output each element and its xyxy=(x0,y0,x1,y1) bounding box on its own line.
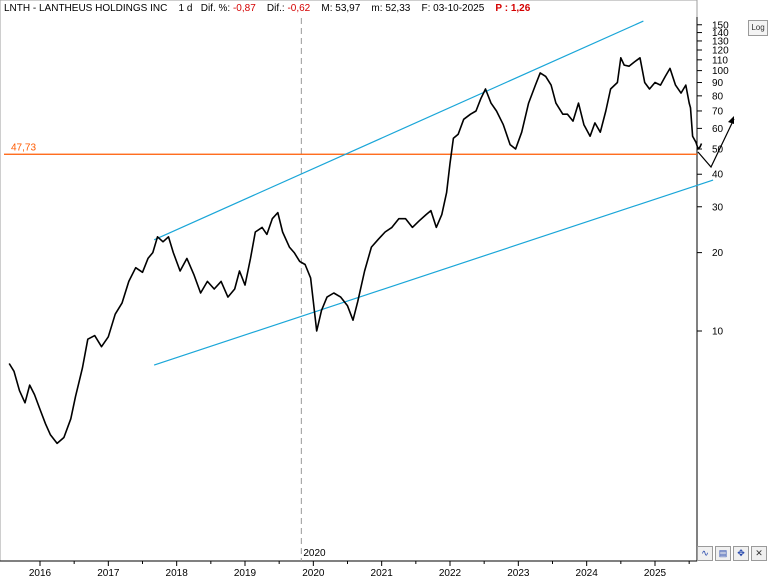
y-tick-label: 140 xyxy=(712,28,729,39)
p-value: 1,26 xyxy=(510,3,531,14)
x-tick-label: 2023 xyxy=(507,568,530,579)
x-tick-label: 2017 xyxy=(97,568,120,579)
y-tick-label: 20 xyxy=(712,248,724,259)
date-value: 03-10-2025 xyxy=(433,3,485,14)
y-tick-label: 50 xyxy=(712,145,724,156)
interval: 1 d xyxy=(178,3,193,14)
y-tick-label: 30 xyxy=(712,202,724,213)
y-tick-label: 80 xyxy=(712,91,724,102)
x-tick-label: 2020 xyxy=(302,568,325,579)
x-tick-label: 2018 xyxy=(166,568,189,579)
x-tick-label: 2016 xyxy=(29,568,52,579)
x-tick-label: 2024 xyxy=(576,568,599,579)
y-tick-label: 40 xyxy=(712,170,724,181)
projection-arrowhead xyxy=(728,116,734,124)
difpct-label: Dif. %: xyxy=(200,3,231,14)
save-icon[interactable]: ▤ xyxy=(715,546,731,561)
date-label: F: xyxy=(421,3,431,14)
channel-line xyxy=(153,179,714,366)
p-label: P : xyxy=(495,3,509,14)
close-icon[interactable]: ✕ xyxy=(751,546,767,561)
min-label: m: xyxy=(371,3,383,14)
y-tick-label: 150 xyxy=(712,20,729,31)
x-axis-ticks: 2016 2017 2018 2019 2020 2021 2022 2023 2024 2025 xyxy=(29,561,690,579)
x-tick-label: 2019 xyxy=(234,568,257,579)
level-label: 47,73 xyxy=(11,142,36,153)
max-label: M: xyxy=(321,3,333,14)
channel-line xyxy=(153,20,644,241)
log-scale-button[interactable]: Log xyxy=(748,20,768,36)
dif-value: -0,62 xyxy=(287,3,311,14)
y-tick-label: 70 xyxy=(712,106,724,117)
plot-frame xyxy=(0,0,698,562)
max-value: 53,97 xyxy=(335,3,361,14)
chart-header: LNTH - LANTHEUS HOLDINGS INC 1 d Dif. %:… xyxy=(4,3,530,14)
move-icon[interactable]: ✥ xyxy=(733,546,749,561)
symbol-name: LNTH - LANTHEUS HOLDINGS INC xyxy=(4,3,168,14)
x-tick-label: 2025 xyxy=(644,568,667,579)
y-tick-label: 110 xyxy=(712,55,728,66)
y-tick-label: 100 xyxy=(712,66,729,77)
y-tick-label: 90 xyxy=(712,78,724,89)
projection-arrow xyxy=(697,118,735,169)
difpct-value: -0,87 xyxy=(232,3,256,14)
y-tick-label: 60 xyxy=(712,124,724,135)
wave-icon[interactable]: ∿ xyxy=(697,546,713,561)
x-tick-label: 2022 xyxy=(439,568,462,579)
dif-label: Dif.: xyxy=(266,3,285,14)
y-tick-label: 120 xyxy=(712,45,729,56)
price-line xyxy=(8,56,703,445)
year-marker-label: 2020 xyxy=(303,548,326,559)
y-tick-label: 130 xyxy=(712,36,729,47)
trend-channel xyxy=(153,20,714,366)
x-tick-label: 2021 xyxy=(371,568,394,579)
y-tick-label: 10 xyxy=(712,327,724,338)
min-value: 52,33 xyxy=(385,3,411,14)
